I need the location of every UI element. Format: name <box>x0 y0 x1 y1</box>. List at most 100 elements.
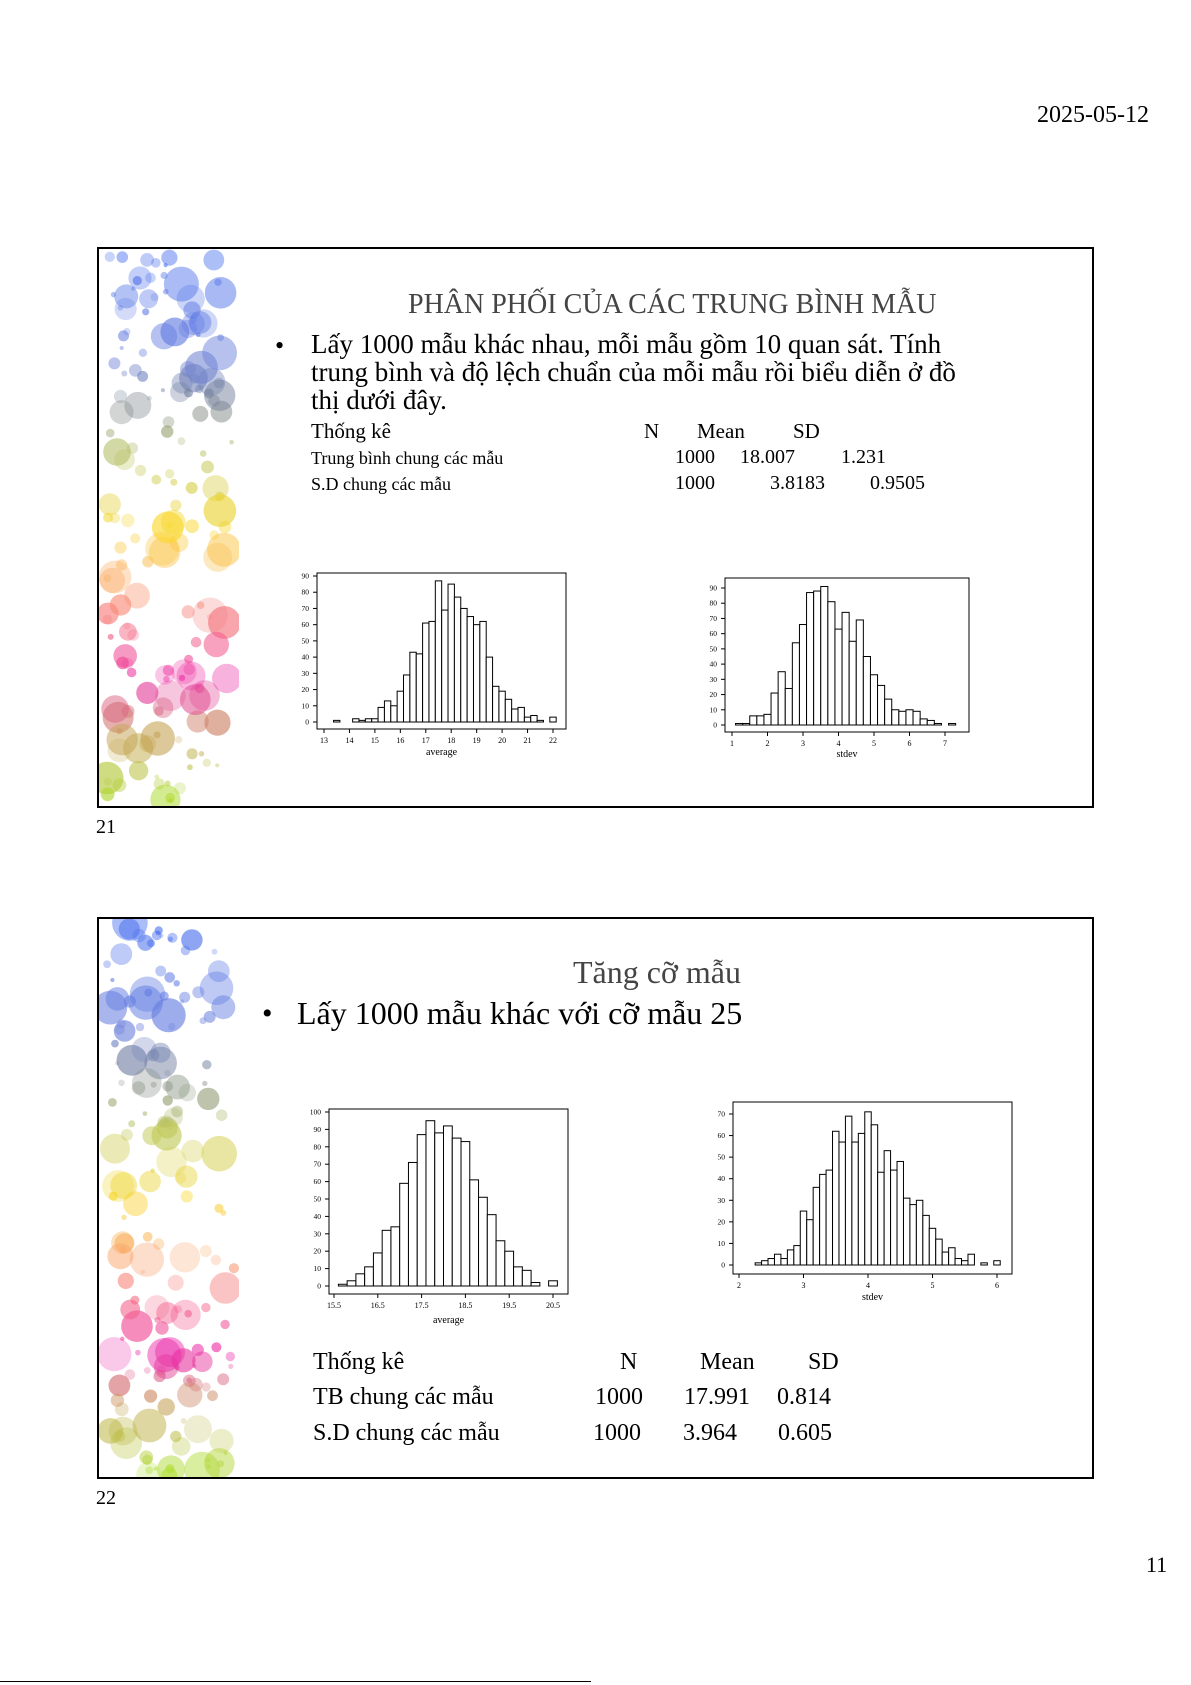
bubble <box>131 286 136 291</box>
x-tick-label: 4 <box>866 1281 870 1290</box>
bubble <box>192 986 205 999</box>
bubble <box>208 394 220 407</box>
bubble <box>203 249 225 271</box>
bubble <box>203 631 229 658</box>
y-tick-label: 0 <box>317 1282 321 1291</box>
bubble <box>202 335 237 371</box>
bubble <box>138 348 148 357</box>
histogram-4: 0 10 20 30 40 50 60 70 2 3 4 5 6 stdev <box>718 1101 1013 1303</box>
histogram-bar <box>451 1137 462 1287</box>
x-axis-label: average <box>433 1315 465 1326</box>
y-tick-label: 40 <box>718 1174 726 1183</box>
bubble <box>171 1105 183 1118</box>
bubble <box>163 263 168 268</box>
histogram-bar <box>492 685 500 723</box>
x-tick-label: 6 <box>908 739 912 748</box>
histogram-bar <box>813 590 822 726</box>
bubble <box>117 1272 134 1289</box>
bubble <box>151 1120 182 1151</box>
bubble <box>175 736 183 744</box>
x-tick-label: 16 <box>396 736 404 745</box>
histogram-3: 0 10 20 30 40 50 60 70 80 90 100 15.5 16.5 17.5 18.5 19… <box>310 1108 569 1326</box>
y-tick-label: 90 <box>302 572 310 581</box>
x-tick-label: 17.5 <box>415 1301 429 1310</box>
histogram-bar <box>793 1245 801 1266</box>
slide-title: PHÂN PHỐI CỦA CÁC TRUNG BÌNH MẪU <box>408 289 937 320</box>
x-tick-label: 19 <box>473 736 481 745</box>
bubble <box>151 998 186 1033</box>
table-cell-n: 1000 <box>593 1420 641 1446</box>
bubble <box>99 1418 124 1444</box>
histogram-bar <box>460 1141 471 1287</box>
histogram-bar <box>352 718 360 723</box>
bubble <box>210 1254 222 1266</box>
bubble <box>181 929 203 951</box>
x-tick-label: 15.5 <box>327 1301 341 1310</box>
histogram-bar <box>530 1282 541 1287</box>
y-tick-label: 70 <box>302 604 310 613</box>
x-axis-label: stdev <box>862 1292 883 1303</box>
bubble <box>121 513 135 528</box>
bubble <box>181 1139 205 1163</box>
bubble <box>155 930 161 936</box>
bubble <box>99 560 132 594</box>
bubble <box>99 493 121 516</box>
table-cell-mean: 18.007 <box>740 446 795 468</box>
bubble <box>184 388 193 398</box>
bubble <box>142 1231 153 1242</box>
y-tick-label: 0 <box>305 718 309 727</box>
bubble <box>108 1416 138 1446</box>
bubble <box>129 364 142 377</box>
bubble <box>99 761 124 795</box>
bubble <box>160 317 190 347</box>
x-tick-label: 13 <box>320 736 328 745</box>
bubble <box>101 695 129 723</box>
bubble <box>105 428 115 438</box>
y-tick-label: 60 <box>718 1131 726 1140</box>
x-tick-label: 5 <box>931 1281 935 1290</box>
y-tick-label: 40 <box>710 660 718 669</box>
histogram-2: 0 10 20 30 40 50 60 70 80 90 1 2 3 4 5 6 7 stdev <box>710 577 970 760</box>
histogram-bar <box>498 690 506 723</box>
bubble <box>154 706 164 716</box>
bubble <box>189 1377 203 1392</box>
bubble <box>179 684 211 715</box>
bubble <box>116 251 129 263</box>
table-cell-label: TB chung các mẫu <box>313 1384 494 1410</box>
x-tick-label: 21 <box>524 736 532 745</box>
histogram-bar <box>827 601 836 726</box>
y-tick-label: 0 <box>713 721 717 730</box>
histogram-bar <box>364 718 373 723</box>
histogram-bar <box>548 1280 558 1287</box>
y-tick-label: 70 <box>710 614 718 623</box>
histogram-bar <box>819 1173 827 1266</box>
bubble <box>134 464 147 477</box>
bubble <box>204 1457 211 1463</box>
bubble <box>121 1214 127 1220</box>
bubble <box>128 761 149 781</box>
bubble <box>99 567 125 594</box>
table-cell-sd: 0.814 <box>777 1384 831 1410</box>
bubble <box>228 1263 239 1274</box>
x-tick-label: 4 <box>837 739 841 748</box>
table-cell-n: 1000 <box>595 1384 643 1410</box>
bubble <box>199 971 234 1005</box>
bubble <box>190 636 202 648</box>
histogram-bar <box>495 1240 506 1287</box>
bubble <box>147 1049 160 1062</box>
bubble <box>131 1081 146 1095</box>
y-tick-label: 90 <box>314 1125 322 1134</box>
bubble <box>116 1044 148 1076</box>
bubble <box>204 709 231 736</box>
x-tick-label: 2 <box>766 739 770 748</box>
bubble <box>176 661 206 691</box>
y-tick-label: 40 <box>314 1212 322 1221</box>
bubble <box>118 919 140 940</box>
histogram-bar <box>891 709 900 726</box>
bubble <box>110 291 117 298</box>
bubble <box>150 1042 171 1063</box>
bubble <box>120 1299 141 1320</box>
bubble <box>100 787 115 802</box>
bubble <box>161 1467 178 1477</box>
bubble <box>215 763 220 768</box>
